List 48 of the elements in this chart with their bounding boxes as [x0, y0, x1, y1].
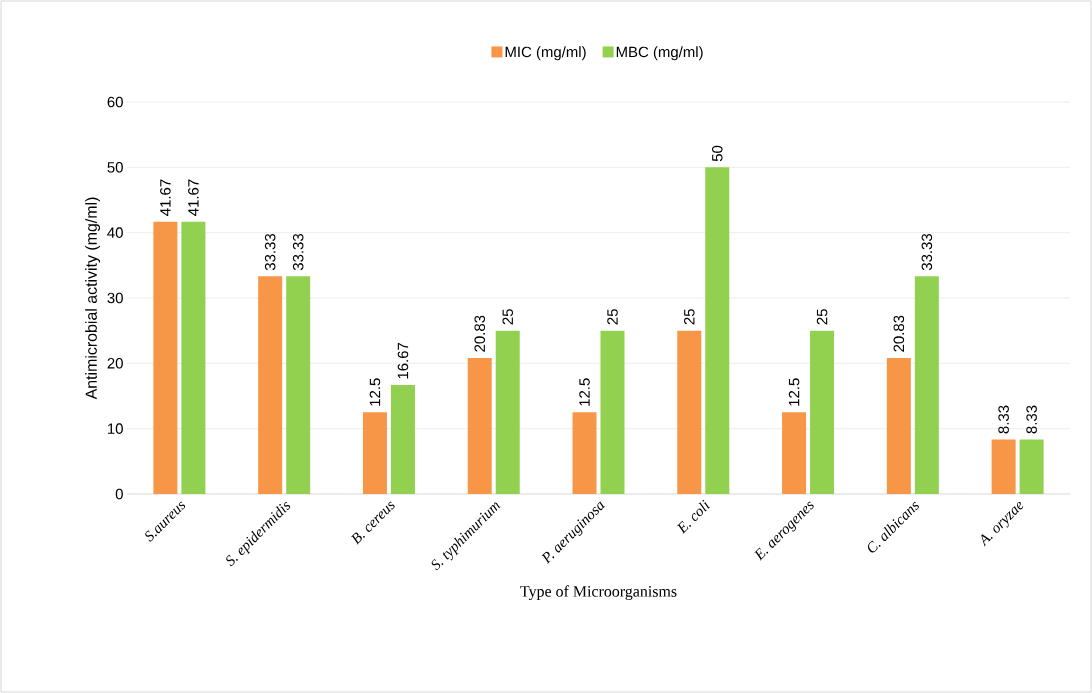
legend-label: MBC (mg/ml): [616, 46, 703, 61]
bar: [258, 276, 283, 494]
x-axis-title: Type of Microorganisms: [520, 585, 677, 601]
bar: [153, 221, 178, 494]
y-tick-label: 50: [107, 162, 123, 173]
bar: [886, 357, 911, 494]
data-label: 25: [816, 309, 828, 325]
bar: [782, 412, 807, 494]
y-tick-label: 20: [107, 358, 123, 369]
data-label: 8.33: [1026, 405, 1037, 434]
y-tick-label: 60: [107, 96, 123, 108]
data-label: 25: [502, 309, 514, 325]
data-label: 12.5: [788, 378, 800, 406]
bar: [600, 330, 625, 494]
bar: [914, 276, 939, 494]
bar: [181, 221, 206, 494]
bar: [467, 357, 492, 494]
x-tick-label: E. coli: [677, 499, 710, 534]
y-axis-title: Antimicrobial activity (mg/ml): [85, 197, 101, 400]
data-label: 20.83: [474, 315, 486, 352]
data-label: 8.33: [998, 405, 1009, 434]
data-label: 41.67: [160, 179, 171, 216]
data-label: 33.33: [292, 233, 304, 271]
data-label: 41.67: [188, 179, 199, 216]
bar: [677, 330, 702, 494]
bar: [286, 276, 311, 494]
y-tick-label: 30: [107, 292, 123, 304]
bar: [495, 330, 520, 494]
data-label: 25: [607, 309, 618, 325]
y-tick-label: 0: [115, 488, 123, 500]
data-label: 16.67: [397, 342, 409, 379]
bar: [810, 330, 835, 494]
data-label: 50: [711, 145, 723, 162]
legend-label: MIC (mg/ml): [505, 46, 586, 61]
data-label: 20.83: [893, 315, 905, 352]
data-label: 25: [683, 309, 695, 325]
y-tick-label: 10: [108, 423, 123, 434]
bar: [705, 167, 730, 494]
data-label: 12.5: [369, 378, 381, 406]
bar: [572, 412, 597, 494]
bar: [1019, 439, 1044, 494]
data-label: 12.5: [579, 378, 590, 406]
y-tick-label: 40: [107, 227, 123, 238]
data-label: 33.33: [921, 233, 933, 271]
bar: [390, 385, 415, 494]
bar: [991, 439, 1016, 494]
bar: [362, 412, 387, 494]
data-label: 33.33: [264, 233, 276, 271]
